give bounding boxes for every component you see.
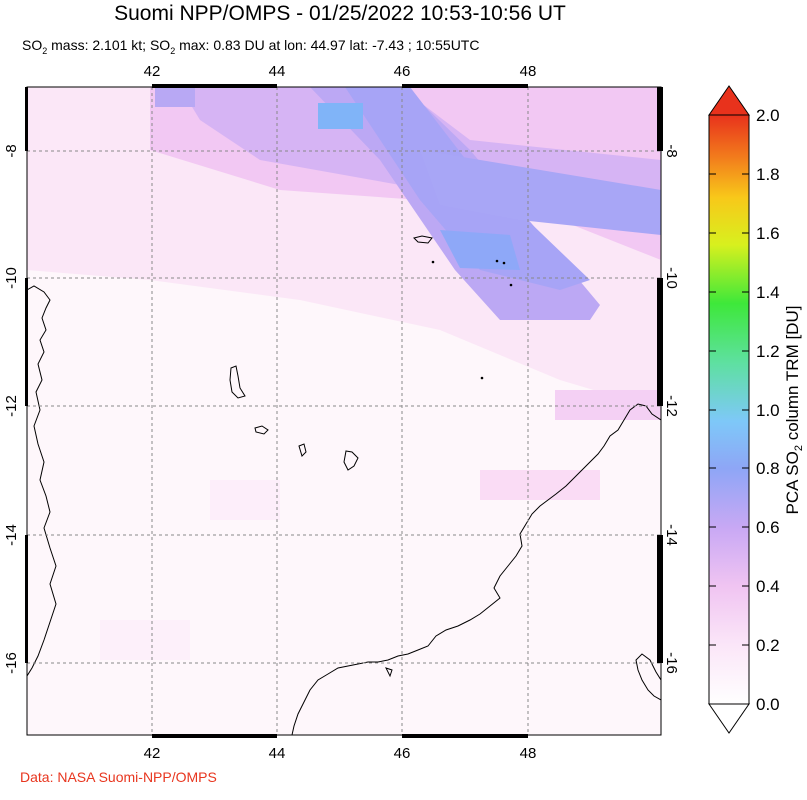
colorbar-tick-label: 1.6: [756, 224, 780, 243]
island-dots: [431, 259, 513, 380]
map-frame: [25, 84, 663, 738]
lon-tick-label: 48: [520, 63, 537, 80]
colorbar-tick-marks: [709, 173, 749, 705]
colorbar-tick-label: 0.6: [756, 518, 780, 537]
lon-tick-label: 44: [269, 745, 286, 762]
lat-tick-label: -14: [663, 524, 680, 546]
lon-tick-label: 42: [144, 63, 161, 80]
colorbar-label-prefix: PCA SO: [783, 451, 802, 514]
lat-ticks-left: -8 -10 -12 -14 -16: [3, 144, 20, 674]
colorbar-tick-label: 0.4: [756, 577, 780, 596]
colorbar-tick-label: 1.8: [756, 165, 780, 184]
colorbar-tick-label: 0.0: [756, 695, 780, 714]
lat-ticks-right: -8 -10 -12 -14 -16: [663, 144, 680, 674]
colorbar-tick-label: 1.4: [756, 283, 780, 302]
colorbar-max-arrow: [708, 85, 750, 116]
lon-tick-label: 48: [520, 745, 537, 762]
lon-tick-label: 44: [269, 63, 286, 80]
colorbar-label: PCA SO2 column TRM [DU]: [783, 306, 805, 515]
lat-tick-label: -16: [663, 652, 680, 674]
map-title: Suomi NPP/OMPS - 01/25/2022 10:53-10:56 …: [114, 2, 566, 25]
colorbar-tick-label: 1.2: [756, 342, 780, 361]
colorbar-label-suffix: column TRM [DU]: [783, 306, 802, 446]
data-credit: Data: NASA Suomi-NPP/OMPS: [20, 769, 217, 785]
lon-ticks-bottom: 42 44 46 48: [144, 745, 537, 762]
lat-tick-label: -12: [663, 395, 680, 417]
so2-field: [27, 87, 661, 735]
lat-tick-label: -16: [3, 652, 20, 674]
coastline: [27, 235, 661, 735]
mass-text: mass: 2.101 kt; SO: [47, 37, 171, 53]
lat-tick-label: -12: [3, 395, 20, 417]
lat-tick-label: -14: [3, 524, 20, 546]
colorbar-min-arrow: [708, 703, 750, 734]
colorbar-tick-label: 0.8: [756, 459, 780, 478]
lat-tick-label: -10: [663, 267, 680, 289]
colorbar-tick-label: 0.2: [756, 636, 780, 655]
colorbar: 0.0 0.2 0.4 0.6 0.8 1.0 1.2 1.4 1.6 1.8 …: [708, 85, 805, 734]
lat-tick-label: -8: [663, 144, 680, 157]
lon-tick-label: 46: [394, 745, 411, 762]
so2-label: SO: [22, 37, 43, 53]
lon-tick-label: 42: [144, 745, 161, 762]
colorbar-tick-label: 1.0: [756, 401, 780, 420]
max-text: max: 0.83 DU at lon: 44.97 lat: -7.43 ; …: [175, 37, 480, 53]
graticule: [27, 87, 661, 735]
colorbar-tick-label: 2.0: [756, 106, 780, 125]
map-subtitle: SO2 mass: 2.101 kt; SO2 max: 0.83 DU at …: [22, 37, 480, 56]
lat-tick-label: -10: [3, 267, 20, 289]
lat-tick-label: -8: [3, 144, 20, 157]
lon-ticks-top: 42 44 46 48: [144, 63, 537, 80]
lon-tick-label: 46: [394, 63, 411, 80]
colorbar-tick-labels: 0.0 0.2 0.4 0.6 0.8 1.0 1.2 1.4 1.6 1.8 …: [756, 106, 780, 714]
